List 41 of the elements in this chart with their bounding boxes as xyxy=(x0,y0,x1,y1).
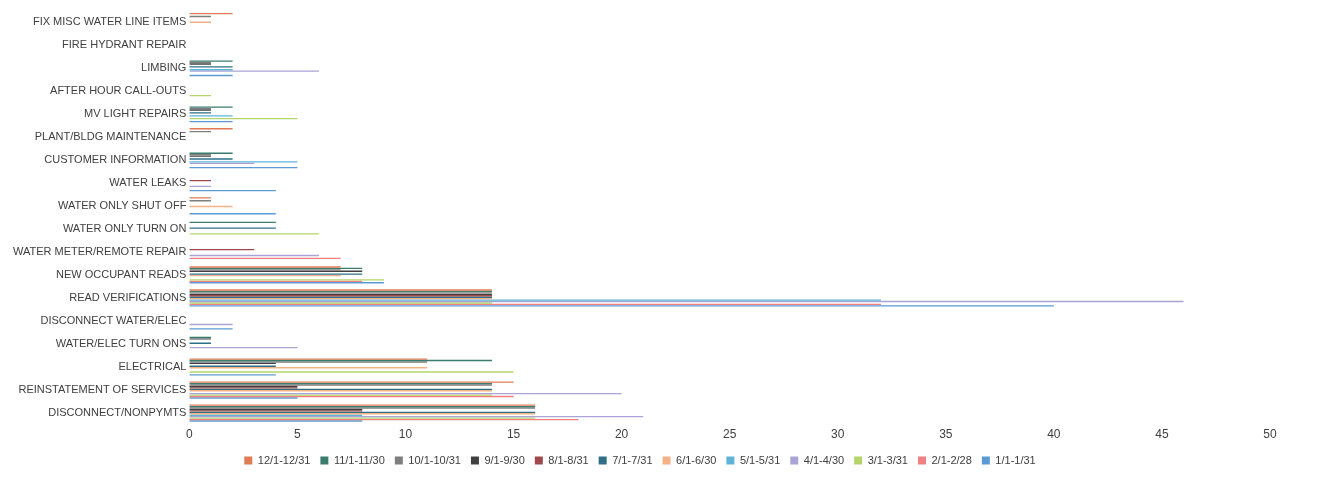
y-tick-label: WATER ONLY TURN ON xyxy=(62,221,187,234)
legend-label: 2/1-2/28 xyxy=(931,453,972,466)
y-tick-label: WATER METER/REMOTE REPAIR xyxy=(13,244,187,257)
y-tick-label: WATER/ELEC TURN ONS xyxy=(55,337,187,350)
legend-label: 10/1-10/31 xyxy=(408,453,461,466)
legend-label: 8/1-8/31 xyxy=(548,453,589,466)
y-tick-label: WATER LEAKS xyxy=(109,175,187,188)
legend-label: 1/1-1/31 xyxy=(995,453,1036,466)
legend-label: 4/1-4/30 xyxy=(803,453,845,466)
y-tick-label: NEW OCCUPANT READS xyxy=(55,267,187,280)
y-tick-label: FIX MISC WATER LINE ITEMS xyxy=(32,14,187,27)
x-tick-label: 20 xyxy=(614,427,629,442)
legend-label: 6/1-6/30 xyxy=(676,453,717,466)
x-tick-label: 15 xyxy=(506,427,521,442)
legend-label: 3/1-3/31 xyxy=(867,453,908,466)
x-tick-label: 30 xyxy=(831,427,845,442)
y-tick-label: READ VERIFICATIONS xyxy=(69,290,187,303)
x-tick-label: 40 xyxy=(1047,427,1061,442)
legend-label: 9/1-9/30 xyxy=(484,453,525,466)
y-tick-label: DISCONNECT/NONPYMTS xyxy=(48,406,187,419)
x-tick-label: 50 xyxy=(1263,427,1277,442)
x-tick-label: 25 xyxy=(723,427,737,442)
y-tick-label: LIMBING xyxy=(141,60,187,73)
y-tick-label: DISCONNECT WATER/ELEC xyxy=(40,313,187,326)
y-tick-label: ELECTRICAL xyxy=(118,360,187,373)
legend-label: 7/1-7/31 xyxy=(612,453,653,466)
x-tick-label: 0 xyxy=(186,427,194,442)
x-tick-label: 10 xyxy=(398,427,413,442)
y-tick-label: CUSTOMER INFORMATION xyxy=(44,152,187,165)
y-tick-label: MV LIGHT REPAIRS xyxy=(84,106,187,119)
y-tick-label: PLANT/BLDG MAINTENANCE xyxy=(34,129,187,142)
legend-label: 12/1-12/31 xyxy=(257,453,311,466)
x-tick-label: 35 xyxy=(939,427,953,442)
y-tick-label: FIRE HYDRANT REPAIR xyxy=(62,37,187,50)
legend-label: 5/1-5/31 xyxy=(739,453,781,466)
legend-label: 11/1-11/30 xyxy=(333,453,385,466)
y-tick-label: WATER ONLY SHUT OFF xyxy=(58,198,187,211)
y-tick-label: REINSTATEMENT OF SERVICES xyxy=(18,383,187,396)
x-tick-label: 5 xyxy=(294,427,302,442)
x-tick-label: 45 xyxy=(1155,427,1169,442)
y-tick-label: AFTER HOUR CALL-OUTS xyxy=(50,83,187,96)
